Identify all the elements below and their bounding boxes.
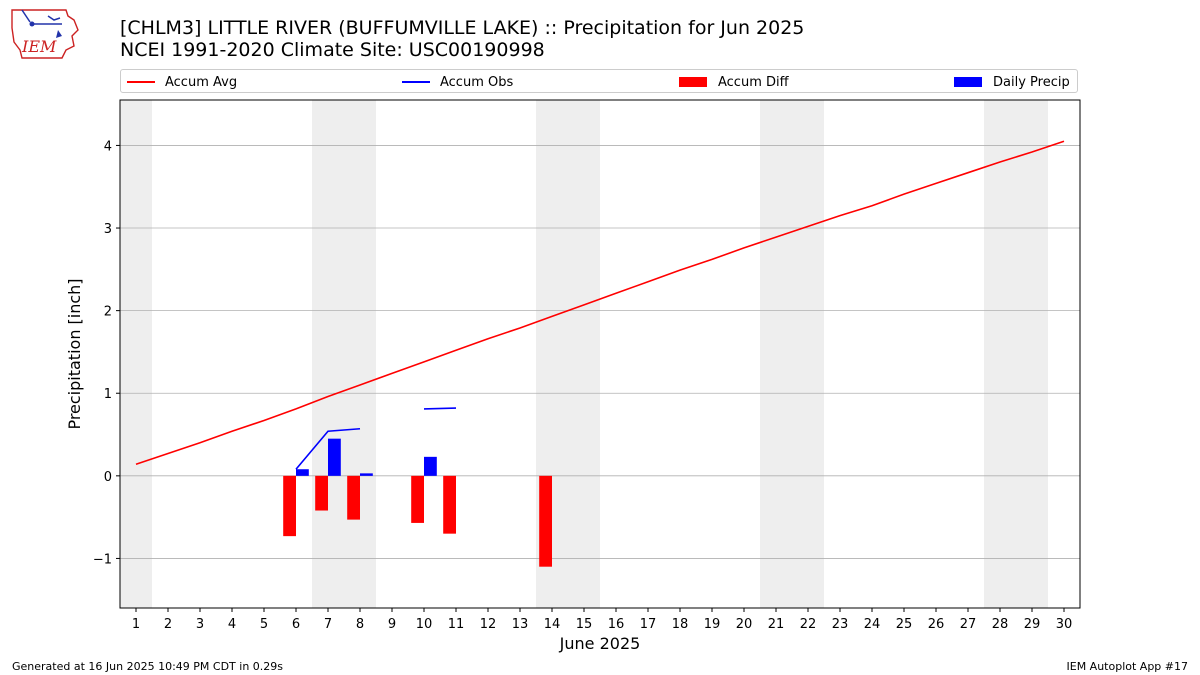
y-tick-label: −1 bbox=[93, 552, 112, 567]
lines bbox=[135, 140, 1065, 470]
x-tick-label: 3 bbox=[196, 617, 204, 632]
bars bbox=[283, 438, 552, 567]
x-tick-label: 27 bbox=[960, 617, 977, 632]
x-tick-label: 24 bbox=[864, 617, 881, 632]
x-tick-label: 9 bbox=[388, 617, 396, 632]
x-tick-label: 25 bbox=[896, 617, 913, 632]
accum-diff-bar-day-11 bbox=[443, 475, 456, 534]
x-tick-label: 12 bbox=[480, 617, 497, 632]
weekend-shade-day-22 bbox=[792, 100, 824, 608]
x-tick-label: 22 bbox=[800, 617, 817, 632]
footer-app-id: IEM Autoplot App #17 bbox=[1066, 660, 1189, 673]
legend-swatch-accum-diff bbox=[679, 77, 707, 87]
weekend-shade-day-1 bbox=[120, 100, 152, 608]
legend-item-accum-obs: Accum Obs bbox=[402, 73, 513, 91]
daily-precip-bar-day-8 bbox=[360, 473, 373, 476]
y-tick-label: 3 bbox=[104, 222, 112, 237]
legend-item-daily-precip: Daily Precip bbox=[954, 73, 1070, 91]
x-tick-label: 7 bbox=[324, 617, 332, 632]
x-tick-label: 18 bbox=[672, 617, 689, 632]
legend-label-accum-obs: Accum Obs bbox=[440, 74, 514, 90]
accum-diff-bar-day-10 bbox=[411, 475, 424, 523]
x-axis-label: June 2025 bbox=[559, 634, 641, 653]
y-tick-label: 1 bbox=[104, 387, 112, 402]
plot-frame bbox=[119, 99, 1081, 609]
x-tick-label: 23 bbox=[832, 617, 849, 632]
daily-precip-bar-day-10 bbox=[424, 456, 437, 476]
x-tick-label: 28 bbox=[992, 617, 1009, 632]
x-tick-label: 15 bbox=[576, 617, 593, 632]
accum-diff-bar-day-7 bbox=[315, 475, 328, 511]
x-tick-label: 29 bbox=[1024, 617, 1041, 632]
x-tick-label: 6 bbox=[292, 617, 300, 632]
weekend-shade-day-21 bbox=[760, 100, 792, 608]
weekend-shade-day-7 bbox=[312, 100, 344, 608]
accum-diff-bar-day-14 bbox=[539, 475, 552, 567]
logo-text: IEM bbox=[21, 37, 57, 56]
legend-label-daily-precip: Daily Precip bbox=[993, 74, 1070, 90]
chart-subtitle: NCEI 1991-2020 Climate Site: USC00190998 bbox=[120, 39, 545, 61]
accum-diff-bar-day-8 bbox=[347, 475, 360, 520]
iem-logo: IEM bbox=[11, 9, 79, 59]
footer-generated-time: Generated at 16 Jun 2025 10:49 PM CDT in… bbox=[12, 660, 284, 673]
x-tick-label: 19 bbox=[704, 617, 721, 632]
y-axis-label: Precipitation [inch] bbox=[65, 278, 84, 429]
x-tick-label: 26 bbox=[928, 617, 945, 632]
weekend-shading bbox=[120, 100, 1048, 608]
x-tick-label: 8 bbox=[356, 617, 364, 632]
accum-obs-line-segment-2 bbox=[423, 407, 457, 410]
legend-swatch-accum-avg bbox=[127, 81, 155, 83]
gridlines bbox=[120, 145, 1080, 559]
x-tick-label: 16 bbox=[608, 617, 625, 632]
x-tick-label: 30 bbox=[1056, 617, 1073, 632]
x-tick-label: 13 bbox=[512, 617, 529, 632]
legend-label-accum-diff: Accum Diff bbox=[718, 74, 789, 90]
accum-avg-line bbox=[135, 140, 1065, 466]
accum-diff-bar-day-6 bbox=[283, 475, 296, 537]
legend-item-accum-avg: Accum Avg bbox=[127, 73, 237, 91]
x-tick-label: 4 bbox=[228, 617, 236, 632]
y-tick-label: 2 bbox=[104, 305, 112, 320]
weekend-shade-day-15 bbox=[568, 100, 600, 608]
weekend-shade-day-28 bbox=[984, 100, 1016, 608]
legend-label-accum-avg: Accum Avg bbox=[165, 74, 238, 90]
legend-swatch-accum-obs bbox=[402, 81, 430, 83]
accum-obs-line-segment-1 bbox=[295, 427, 361, 470]
x-tick-label: 20 bbox=[736, 617, 753, 632]
x-tick-label: 2 bbox=[164, 617, 172, 632]
x-tick-label: 10 bbox=[416, 617, 433, 632]
legend-swatch-daily-precip bbox=[954, 77, 982, 87]
x-tick-label: 5 bbox=[260, 617, 268, 632]
legend-item-accum-diff: Accum Diff bbox=[679, 73, 789, 91]
chart-legend: Accum Avg Accum Obs Accum Diff Daily Pre… bbox=[120, 69, 1078, 93]
weekend-shade-day-8 bbox=[344, 100, 376, 608]
x-tick-label: 1 bbox=[132, 617, 140, 632]
y-tick-label: 4 bbox=[104, 139, 112, 154]
x-tick-label: 17 bbox=[640, 617, 657, 632]
chart-title: [CHLM3] LITTLE RIVER (BUFFUMVILLE LAKE) … bbox=[120, 17, 805, 39]
y-tick-label: 0 bbox=[104, 470, 112, 485]
x-tick-label: 11 bbox=[448, 617, 465, 632]
weekend-shade-day-29 bbox=[1016, 100, 1048, 608]
x-tick-label: 21 bbox=[768, 617, 785, 632]
daily-precip-bar-day-7 bbox=[328, 438, 341, 476]
x-tick-label: 14 bbox=[544, 617, 561, 632]
daily-precip-bar-day-6 bbox=[296, 469, 309, 476]
